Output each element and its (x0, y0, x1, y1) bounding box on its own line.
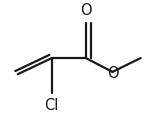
Text: Cl: Cl (45, 98, 59, 113)
Text: O: O (107, 66, 118, 81)
Text: O: O (80, 3, 92, 18)
